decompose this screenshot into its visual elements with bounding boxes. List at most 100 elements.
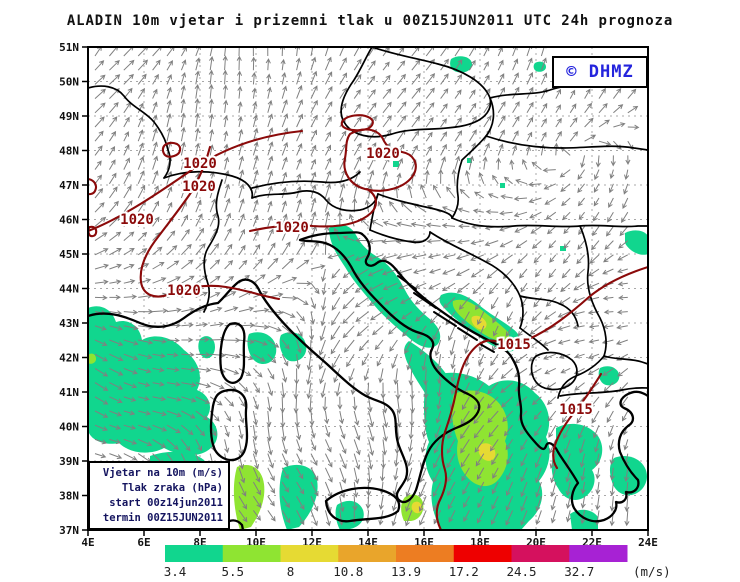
border-path xyxy=(451,217,647,228)
shade-patch xyxy=(89,353,96,364)
colorbar-segment xyxy=(165,545,224,562)
colorbar-tick-label: 17.2 xyxy=(449,564,479,579)
lat-label: 51N xyxy=(59,41,79,54)
map-title: ALADIN 10m vjetar i prizemni tlak u 00Z1… xyxy=(66,13,674,29)
copyright-text: © DHMZ xyxy=(566,62,634,82)
border-path xyxy=(485,135,647,151)
shade-patch xyxy=(451,390,508,487)
colorbar-segment xyxy=(222,545,281,562)
colorbar-tick-label: 3.4 xyxy=(164,564,187,579)
lat-label: 40N xyxy=(59,421,79,434)
coastlines xyxy=(89,231,647,529)
isobar-1020 xyxy=(89,225,98,238)
wind-speed-shading-level1 xyxy=(89,56,647,529)
border-path xyxy=(519,327,549,351)
shade-patch xyxy=(335,500,364,529)
isobar-1020 xyxy=(343,128,417,192)
border-path xyxy=(603,355,647,365)
colorbar-segment xyxy=(569,545,628,562)
lat-label: 43N xyxy=(59,317,79,330)
isobar-1020 xyxy=(248,187,377,233)
lat-label: 44N xyxy=(59,283,79,296)
coastline-dalmatian-islands xyxy=(397,275,495,353)
shade-patch xyxy=(551,423,603,500)
shade-patch xyxy=(598,366,620,386)
colorbar-tick-label: 5.5 xyxy=(221,564,244,579)
copyright-box: © DHMZ xyxy=(552,56,648,88)
border-path xyxy=(559,386,647,397)
lat-label: 49N xyxy=(59,110,79,123)
isobar-value-label: 1020 xyxy=(182,179,216,195)
coastline-italy-west xyxy=(89,231,481,504)
colorbar-tick-label: 10.8 xyxy=(333,564,363,579)
isobar-value-label: 1020 xyxy=(183,156,217,172)
legend-line-pressure: Tlak zraka (hPa) xyxy=(121,481,223,494)
legend-info-box: Vjetar na 10m (m/s) Tlak zraka (hPa) sta… xyxy=(88,461,230,530)
lon-label: 6E xyxy=(137,536,150,549)
border-path xyxy=(251,171,361,189)
border-path xyxy=(369,229,431,244)
coastline-corsica xyxy=(219,322,246,384)
lon-label: 24E xyxy=(638,536,658,549)
isobar-value-label: 1020 xyxy=(275,220,309,236)
wind-speed-colorbar: 3.4 5.5 8 10.8 13.9 17.2 24.5 32.7 (m/s) xyxy=(164,545,671,579)
isobar-1020 xyxy=(89,129,304,232)
border-path xyxy=(377,193,453,219)
colorbar-tick-label: 32.7 xyxy=(564,564,594,579)
shade-patch xyxy=(500,183,505,188)
isobar-value-label: 1015 xyxy=(497,337,531,353)
coastline-sicily xyxy=(324,486,401,523)
shade-patch xyxy=(533,61,546,72)
lat-label: 39N xyxy=(59,455,79,468)
contour-labels: 1020 1020 1020 1020 1020 1020 1015 1015 xyxy=(118,144,595,420)
isobar-value-label: 1020 xyxy=(120,212,154,228)
border-path xyxy=(579,225,607,357)
lat-label: 37N xyxy=(59,524,79,537)
lat-label: 48N xyxy=(59,145,79,158)
isobar-1020 xyxy=(89,178,98,196)
border-path xyxy=(89,85,171,179)
colorbar-segment xyxy=(338,545,397,562)
pressure-contours xyxy=(89,114,647,529)
shade-patch xyxy=(89,306,218,456)
coastline-adriatic-east-greece xyxy=(360,232,647,523)
shade-patch xyxy=(609,456,647,496)
border-path xyxy=(251,190,379,212)
shade-patch xyxy=(393,161,399,167)
border-path xyxy=(429,231,524,329)
legend-line-start: start 00z14jun2011 xyxy=(109,496,223,509)
isobar-1020 xyxy=(340,114,374,132)
colorbar-tick-label: 8 xyxy=(287,564,295,579)
colorbar-segment xyxy=(511,545,570,562)
border-path xyxy=(530,351,578,391)
shade-patch xyxy=(570,509,598,529)
lat-label: 41N xyxy=(59,386,79,399)
colorbar-tick-label: 13.9 xyxy=(391,564,421,579)
isobar-1015 xyxy=(552,372,603,470)
lat-label: 38N xyxy=(59,490,79,503)
lon-label: 4E xyxy=(81,536,94,549)
isobar-value-label: 1015 xyxy=(559,402,593,418)
border-path xyxy=(163,170,254,199)
coastline-sardinia xyxy=(209,388,249,462)
shade-patch xyxy=(233,465,265,529)
border-path xyxy=(519,295,579,327)
colorbar-segment xyxy=(396,545,455,562)
isobar-1020 xyxy=(139,145,281,301)
colorbar-unit-label: (m/s) xyxy=(633,564,671,579)
lat-label: 46N xyxy=(59,214,79,227)
lat-label: 45N xyxy=(59,248,79,261)
colorbar-segment xyxy=(280,545,339,562)
lat-label: 50N xyxy=(59,76,79,89)
shade-patch xyxy=(279,464,318,529)
legend-line-wind: Vjetar na 10m (m/s) xyxy=(102,466,223,479)
lat-label: 42N xyxy=(59,352,79,365)
country-borders xyxy=(89,48,647,399)
shade-patch xyxy=(329,224,441,348)
isobar-1020 xyxy=(161,141,182,158)
shade-patch xyxy=(625,230,647,255)
isobar-1015 xyxy=(435,266,647,529)
border-path xyxy=(451,97,495,219)
